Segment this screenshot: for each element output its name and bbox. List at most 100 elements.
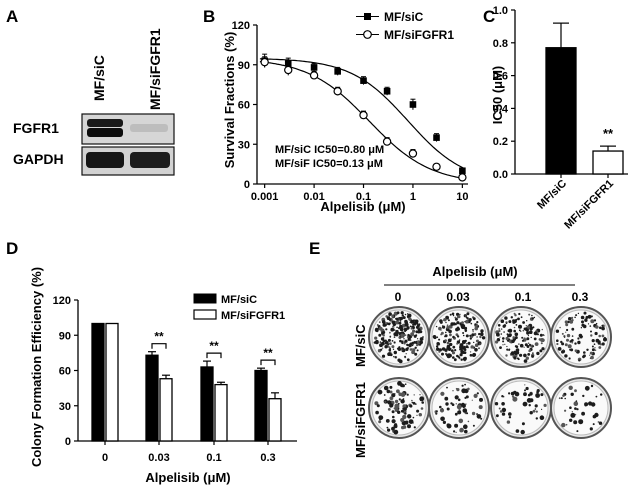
- colony-dot: [459, 427, 464, 433]
- colony-dot: [404, 322, 409, 327]
- colony-dot: [447, 338, 452, 343]
- colony-dot: [506, 348, 509, 351]
- colony-dot: [467, 341, 471, 345]
- colony-dot: [571, 339, 574, 342]
- legend-b-sic-label: MF/siC: [384, 10, 424, 24]
- colony-dot: [536, 333, 539, 336]
- colony-dot: [566, 333, 571, 338]
- colony-dot: [599, 343, 603, 346]
- colony-dot: [416, 343, 419, 347]
- colony-dot: [414, 346, 417, 349]
- colony-dot: [400, 311, 404, 315]
- colony-dot: [455, 333, 459, 336]
- colony-dot: [543, 403, 547, 407]
- colony-dot: [465, 403, 467, 405]
- colony-dot: [464, 396, 467, 399]
- colony-dot: [387, 400, 392, 405]
- colony-dot: [389, 343, 392, 345]
- colony-dot: [506, 420, 511, 424]
- panel-a: A MF/siC MF/siFGFR1 FGFR1 GAPDH: [6, 7, 175, 176]
- colony-dot: [413, 394, 415, 396]
- colony-dot: [601, 326, 605, 331]
- colony-dot: [457, 315, 460, 317]
- colony-dot: [514, 351, 518, 355]
- colony-dot: [569, 418, 573, 422]
- chart-d-legend: MF/siC MF/siFGFR1: [193, 293, 285, 322]
- colony-dot: [385, 328, 388, 331]
- colony-dot: [447, 353, 451, 356]
- colony-dot: [374, 328, 379, 332]
- colony-dot: [532, 409, 536, 413]
- plates-conc-2: 0.1: [515, 290, 532, 304]
- colony-dot: [417, 328, 421, 332]
- colony-dot: [418, 413, 422, 417]
- colony-dot: [412, 329, 416, 333]
- colony-dot: [456, 354, 459, 358]
- colony-dot: [503, 331, 505, 333]
- colony-dot: [373, 341, 376, 344]
- colony-dot: [464, 429, 468, 434]
- chart-b-legend: MF/siC MF/siFGFR1: [356, 10, 454, 42]
- colony-dot: [505, 354, 508, 357]
- colony-dot: [377, 389, 383, 395]
- colony-dot: [454, 349, 457, 352]
- chart-d-ylabel: Colony Formation Efficiency (%): [29, 267, 44, 467]
- colony-dot: [599, 326, 602, 330]
- colony-dot: [409, 339, 412, 342]
- colony-dot: [574, 316, 576, 319]
- colony-dot: [452, 356, 455, 359]
- row-label-fgfr1: FGFR1: [13, 120, 59, 136]
- colony-dot: [459, 345, 463, 349]
- colony-dot: [566, 338, 569, 342]
- colony-dot: [378, 416, 382, 419]
- chart-d-ytick-label-1: 30: [59, 401, 71, 413]
- colony-dot: [590, 319, 595, 324]
- colony-dot: [475, 344, 478, 347]
- colony-dot: [464, 383, 466, 386]
- colony-dot: [587, 314, 592, 319]
- colony-dot: [389, 390, 393, 394]
- colony-dot: [388, 346, 391, 349]
- panel-e-letter: E: [309, 239, 320, 258]
- colony-dot: [571, 327, 575, 331]
- colony-dot: [397, 402, 400, 405]
- colony-dot: [386, 343, 390, 346]
- chart-d-xtick-label-1: 0.03: [148, 452, 169, 464]
- colony-dot: [589, 427, 593, 431]
- colony-dot: [446, 325, 450, 329]
- colony-dot: [407, 333, 410, 337]
- colony-dot: [517, 317, 520, 321]
- colony-dot: [461, 350, 465, 354]
- colony-dot: [374, 340, 379, 345]
- colony-dot: [530, 336, 532, 339]
- chart-b-point-s0-3: [334, 68, 341, 75]
- colony-dot: [501, 402, 505, 406]
- colony-dot: [443, 318, 447, 322]
- colony-dot: [574, 349, 578, 353]
- colony-dot: [568, 317, 572, 321]
- colony-dot: [407, 424, 411, 429]
- colony-dot: [396, 311, 400, 315]
- colony-dot: [575, 400, 578, 402]
- colony-dot: [446, 341, 450, 345]
- colony-dot: [379, 343, 383, 348]
- colony-dot: [583, 326, 586, 328]
- colony-dot: [597, 340, 601, 344]
- legend-d-sifgfr1-label: MF/siFGFR1: [221, 310, 285, 322]
- colony-dot: [481, 336, 486, 340]
- colony-dot: [392, 320, 396, 324]
- chart-b-axes: 0 30 60 90 120 0.001 0.01 0.1 1 10: [232, 20, 469, 203]
- colony-dot: [387, 428, 391, 432]
- colony-dot: [397, 410, 401, 414]
- colony-dot: [419, 396, 424, 401]
- colony-dot: [417, 338, 419, 340]
- colony-dot: [502, 344, 504, 346]
- colony-dot: [460, 358, 463, 361]
- colony-dot: [435, 325, 438, 328]
- colony-dot: [398, 392, 403, 397]
- panel-d: D Colony Formation Efficiency (%) Alpeli…: [6, 239, 297, 485]
- plates-grid: [368, 306, 612, 439]
- colony-dot: [463, 348, 467, 352]
- colony-dot: [420, 407, 424, 410]
- colony-dot: [464, 329, 468, 332]
